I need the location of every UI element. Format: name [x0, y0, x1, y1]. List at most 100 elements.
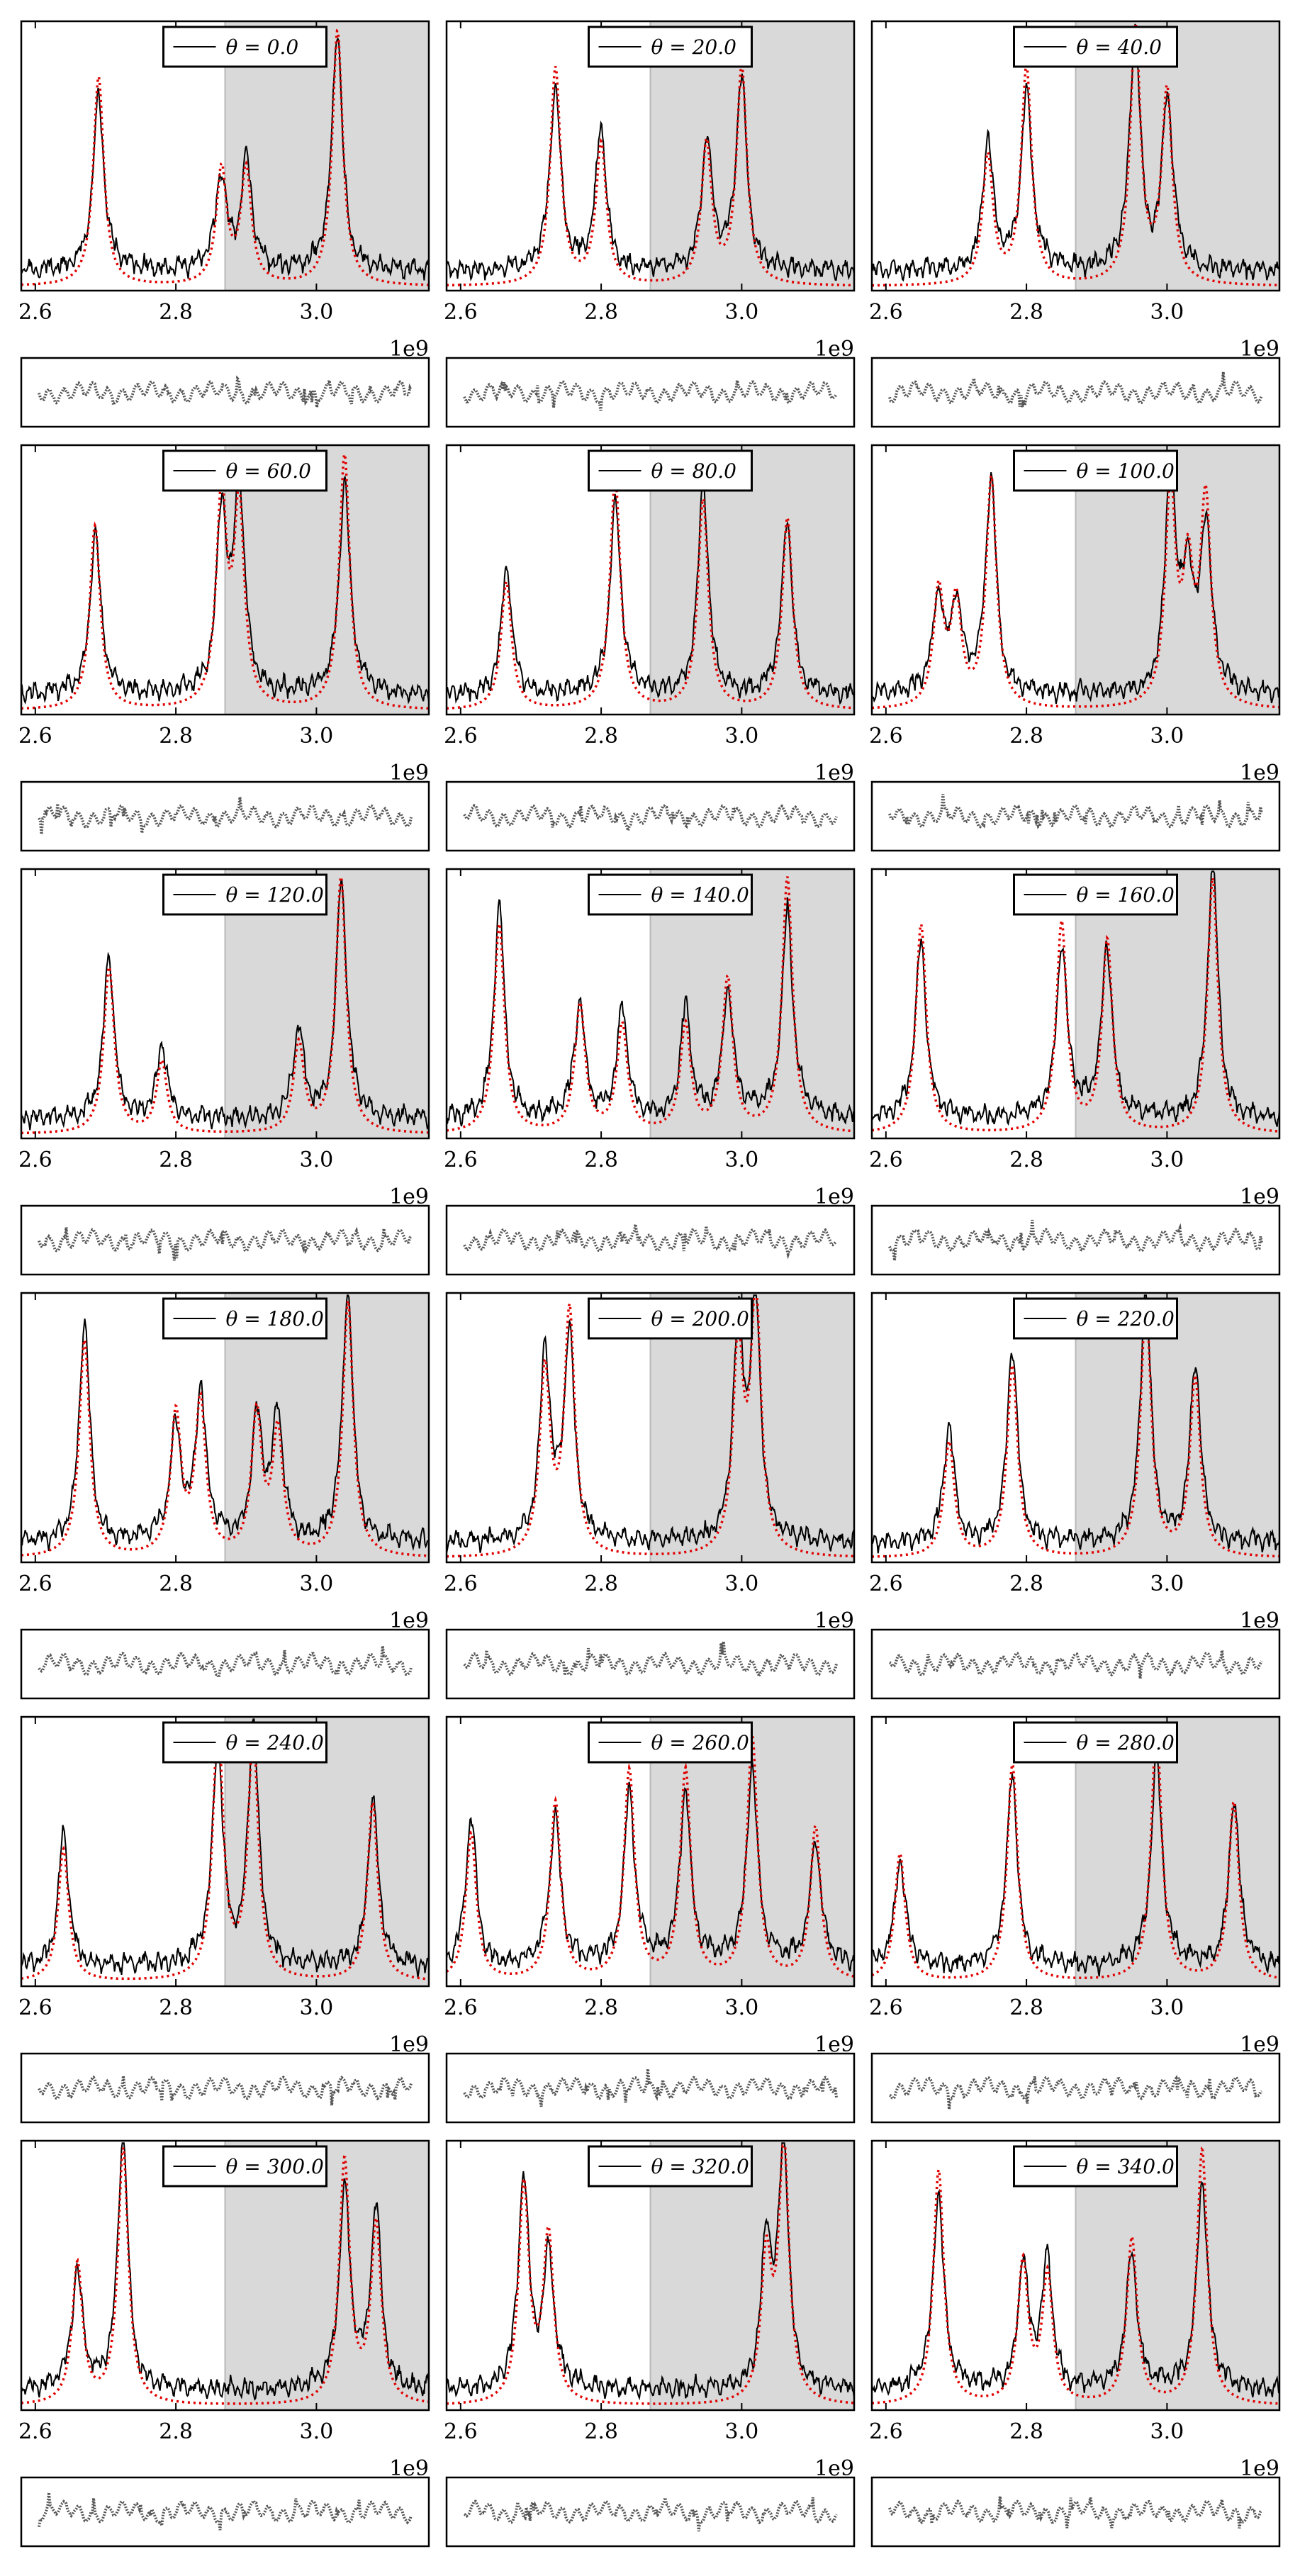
- x-tick-label: 2.8: [584, 1995, 618, 2020]
- legend: θ = 200.0: [588, 1297, 753, 1340]
- x-tick-label: 2.6: [444, 1995, 478, 2020]
- x-tick-label: 2.6: [444, 2419, 478, 2444]
- x-tick-label: 2.6: [444, 300, 478, 325]
- x-tick-label: 3.0: [300, 1572, 334, 1596]
- data-series-line: [871, 1744, 1280, 1977]
- fit-series-line: [21, 1720, 430, 1981]
- x-tick-label: 3.0: [725, 1572, 759, 1596]
- data-series-line: [21, 1718, 430, 1978]
- x-tick-label: 2.6: [869, 1995, 903, 2020]
- residual-panel: [870, 2052, 1281, 2124]
- x-tick-label: 2.8: [584, 300, 618, 325]
- axes-frame: [445, 2139, 856, 2412]
- axes-frame: [20, 2139, 430, 2412]
- data-series-line: [871, 1294, 1280, 1554]
- residual-line: [463, 1223, 838, 1260]
- x-tick-label: 2.8: [584, 1572, 618, 1596]
- residual-panel: [870, 780, 1281, 852]
- x-tick-label: 3.0: [725, 300, 759, 325]
- fit-series-line: [872, 25, 1279, 287]
- residual-line: [888, 1219, 1263, 1261]
- x-tick-label: 3.0: [300, 1148, 334, 1172]
- legend: θ = 180.0: [162, 1297, 327, 1340]
- x-tick-label: 2.6: [18, 1995, 52, 2020]
- x-tick-label: 3.0: [1150, 1995, 1184, 2020]
- residual-line: [38, 797, 413, 835]
- legend-label: θ = 240.0: [226, 1731, 324, 1754]
- x-tick-label: 2.8: [1009, 300, 1043, 325]
- x-tick-label: 2.6: [869, 300, 903, 325]
- residual-panel: [445, 780, 856, 852]
- residual-frame: [20, 1628, 430, 1700]
- x-tick-label: 2.8: [159, 724, 193, 749]
- fit-series-line: [21, 876, 429, 1135]
- legend: θ = 120.0: [162, 873, 327, 916]
- x-tick-label: 2.8: [1009, 1148, 1043, 1172]
- residual-panel: [870, 2476, 1281, 2548]
- legend-label: θ = 300.0: [226, 2155, 324, 2178]
- residual-panel: [20, 780, 430, 852]
- data-series-line: [21, 1294, 430, 1552]
- legend-label: θ = 280.0: [1077, 1731, 1175, 1754]
- legend: θ = 260.0: [588, 1721, 753, 1764]
- x-tick-label: 2.8: [159, 2419, 193, 2444]
- legend-label: θ = 60.0: [226, 459, 311, 483]
- axes-frame: [20, 868, 430, 1140]
- legend: θ = 40.0: [1013, 26, 1178, 68]
- x-tick-label: 2.8: [159, 1995, 193, 2020]
- legend: θ = 320.0: [588, 2145, 753, 2188]
- x-tick-label: 2.8: [1009, 724, 1043, 749]
- residual-frame: [445, 1204, 856, 1276]
- x-tick-label: 3.0: [725, 2419, 759, 2444]
- legend-label: θ = 140.0: [651, 883, 749, 907]
- residual-frame: [445, 780, 856, 852]
- residual-panel: [445, 1204, 856, 1276]
- residual-line: [889, 2074, 1263, 2110]
- x-tick-label: 3.0: [300, 724, 334, 749]
- axes-frame: [445, 868, 856, 1140]
- x-tick-label: 3.0: [300, 300, 334, 325]
- axes-frame: [870, 20, 1281, 292]
- axes-frame: [445, 20, 856, 292]
- x-tick-label: 2.8: [584, 1148, 618, 1172]
- residual-frame: [870, 1628, 1281, 1700]
- residual-panel: [445, 357, 856, 428]
- residual-panel: [445, 2476, 856, 2548]
- x-tick-label: 2.6: [18, 300, 52, 325]
- x-tick-label: 2.8: [1009, 1572, 1043, 1596]
- legend: θ = 240.0: [162, 1721, 327, 1764]
- fit-series-line: [871, 877, 1280, 1133]
- x-tick-label: 3.0: [725, 1148, 759, 1172]
- x-tick-label: 2.6: [869, 2419, 903, 2444]
- residual-panel: [20, 1204, 430, 1276]
- fit-series-line: [446, 876, 854, 1133]
- residual-panel: [870, 1204, 1281, 1276]
- legend: θ = 300.0: [162, 2145, 327, 2188]
- x-tick-label: 2.6: [869, 1572, 903, 1596]
- x-tick-label: 2.6: [444, 1572, 478, 1596]
- legend-label: θ = 20.0: [651, 35, 736, 59]
- x-tick-label: 3.0: [1150, 2419, 1184, 2444]
- axes-frame: [870, 1292, 1281, 1564]
- fit-series-line: [871, 1725, 1280, 1980]
- residual-panel: [870, 1628, 1281, 1700]
- legend-label: θ = 180.0: [226, 1307, 324, 1331]
- legend: θ = 340.0: [1013, 2145, 1178, 2188]
- axes-frame: [445, 1715, 856, 1988]
- legend: θ = 280.0: [1013, 1721, 1178, 1764]
- residual-frame: [20, 357, 430, 428]
- data-series-line: [446, 73, 855, 281]
- axes-frame: [445, 1292, 856, 1564]
- residual-line: [463, 1641, 838, 1676]
- fit-series-line: [21, 1300, 429, 1557]
- residual-line: [38, 1645, 413, 1683]
